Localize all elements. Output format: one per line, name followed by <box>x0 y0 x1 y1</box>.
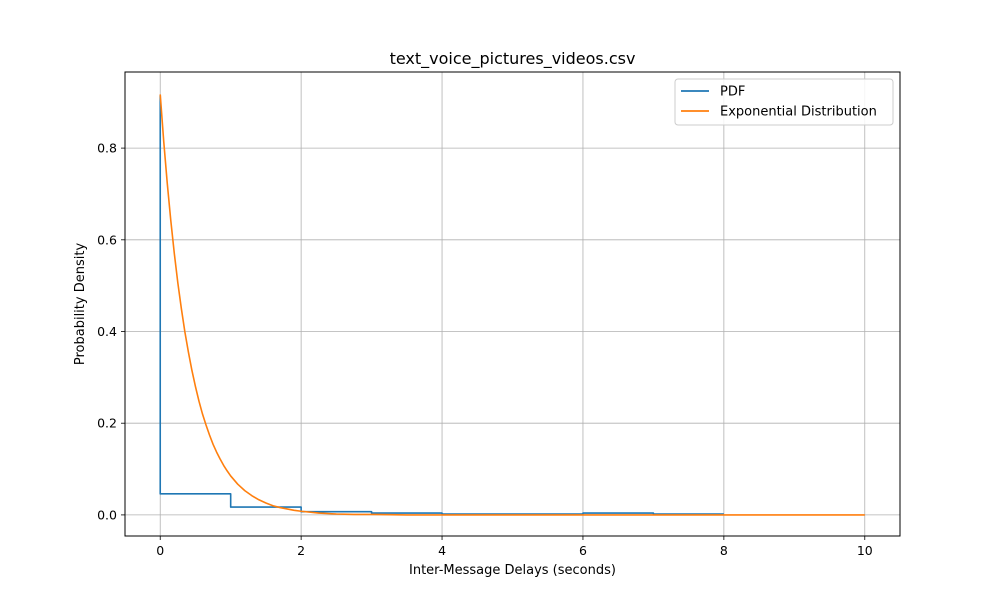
y-axis-label: Probability Density <box>73 243 88 366</box>
series-layer <box>159 94 865 516</box>
series-line-0 <box>159 95 724 515</box>
y-tick-label: 0.2 <box>97 416 117 431</box>
x-tick-label: 6 <box>579 543 587 558</box>
x-tick-label: 0 <box>156 543 164 558</box>
series-line-1 <box>159 94 865 516</box>
x-tick-label: 8 <box>720 543 728 558</box>
legend-label: PDF <box>720 85 745 100</box>
y-tick-label: 0.4 <box>97 324 117 339</box>
ticks: 0 2 4 6 8 10 0.0 0.2 0.4 0.6 0.8 <box>97 141 873 558</box>
plot-frame <box>124 71 901 537</box>
x-axis-label: Inter-Message Delays (seconds) <box>409 563 616 578</box>
legend-box <box>674 78 894 126</box>
y-tick-label: 0.0 <box>97 507 117 522</box>
legend-label: Exponential Distribution <box>720 105 877 120</box>
chart-title: text_voice_pictures_videos.csv <box>390 49 636 69</box>
y-tick-label: 0.6 <box>97 232 117 247</box>
y-tick-label: 0.8 <box>97 141 117 156</box>
legend: PDF Exponential Distribution <box>674 78 894 126</box>
x-tick-label: 10 <box>857 543 873 558</box>
x-tick-label: 2 <box>297 543 305 558</box>
x-tick-label: 4 <box>438 543 446 558</box>
